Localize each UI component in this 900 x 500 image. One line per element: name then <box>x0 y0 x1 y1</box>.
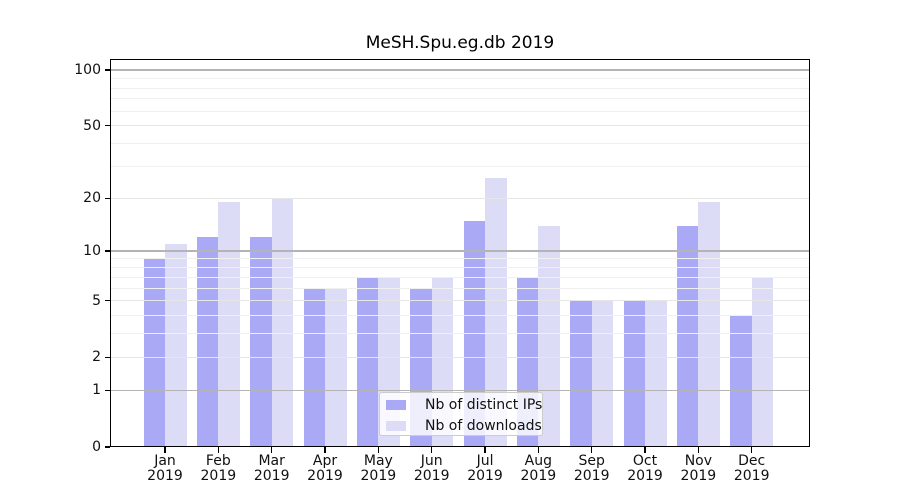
y-tick-label-5: 5 <box>92 292 101 309</box>
legend: Nb of distinct IPs Nb of downloads <box>379 392 543 436</box>
chart-title: MeSH.Spu.eg.db 2019 <box>365 33 555 53</box>
gridline-6 <box>111 287 809 289</box>
x-tick-sep <box>591 447 593 453</box>
x-tick-label-sep: Sep 2019 <box>573 452 610 484</box>
y-tick-20 <box>104 197 110 199</box>
bar-downloads-dec <box>751 277 774 447</box>
x-tick-label-feb: Feb 2019 <box>200 452 237 484</box>
bar-distinct-ips-apr <box>303 288 325 447</box>
gridline-30 <box>111 165 809 167</box>
x-tick-label-jun: Jun 2019 <box>413 452 450 484</box>
downloads-swatch-icon <box>386 421 406 431</box>
bar-downloads-oct <box>645 300 667 447</box>
gridline-50 <box>111 125 809 127</box>
legend-label: Nb of downloads <box>425 418 542 434</box>
bar-distinct-ips-may <box>356 277 379 447</box>
bar-distinct-ips-feb <box>196 237 219 447</box>
bar-distinct-ips-oct <box>623 300 646 447</box>
bar-downloads-aug <box>538 225 560 447</box>
gridline-70 <box>111 98 809 100</box>
gridline-9 <box>111 258 809 260</box>
x-tick-oct <box>644 447 646 453</box>
gridline-5 <box>111 300 809 302</box>
legend-label: Nb of distinct IPs <box>425 397 543 413</box>
y-tick-label-50: 50 <box>83 117 101 134</box>
x-tick-label-jul: Jul 2019 <box>467 452 503 484</box>
x-tick-label-nov: Nov 2019 <box>680 452 717 484</box>
y-tick-1 <box>104 389 110 392</box>
x-tick-label-may: May 2019 <box>360 452 397 484</box>
y-tick-5 <box>104 299 110 302</box>
gridline-40 <box>111 143 809 145</box>
y-tick-label-2: 2 <box>92 349 101 366</box>
bar-downloads-apr <box>325 288 347 447</box>
y-tick-10 <box>104 250 110 252</box>
bar-downloads-nov <box>698 202 720 447</box>
legend-row-distinct-ips: Nb of distinct IPs <box>380 395 542 415</box>
bar-distinct-ips-jan <box>143 258 165 447</box>
x-tick-nov <box>697 447 699 453</box>
x-tick-label-dec: Dec 2019 <box>733 452 770 484</box>
x-tick-jun <box>431 447 433 453</box>
bar-downloads-feb <box>218 202 240 447</box>
x-tick-label-apr: Apr 2019 <box>307 452 343 484</box>
gridline-60 <box>111 110 809 112</box>
gridline-3 <box>111 333 809 335</box>
x-tick-feb <box>217 447 219 453</box>
x-tick-jan <box>164 447 166 453</box>
distinct-ips-swatch-icon <box>386 400 406 410</box>
y-tick-label-1: 1 <box>92 382 101 399</box>
gridline-80 <box>111 87 809 89</box>
bar-downloads-sep <box>591 300 614 447</box>
x-tick-may <box>377 447 379 453</box>
bar-downloads-jan <box>165 244 187 447</box>
gridline-100 <box>111 69 809 71</box>
gridline-4 <box>111 315 809 317</box>
y-tick-50 <box>104 125 110 127</box>
bar-distinct-ips-sep <box>570 300 592 447</box>
y-tick-2 <box>104 356 110 358</box>
gridline-2 <box>111 356 809 358</box>
bar-distinct-ips-mar <box>250 237 272 447</box>
gridline-20 <box>111 197 809 199</box>
y-tick-label-100: 100 <box>74 62 101 78</box>
x-tick-apr <box>324 447 326 453</box>
y-tick-label-20: 20 <box>83 190 101 207</box>
x-tick-jul <box>484 447 486 453</box>
y-tick-100 <box>104 69 110 71</box>
x-tick-label-mar: Mar 2019 <box>253 452 290 484</box>
x-tick-mar <box>271 447 273 453</box>
x-tick-label-oct: Oct 2019 <box>627 452 663 484</box>
bar-distinct-ips-nov <box>676 225 699 447</box>
x-tick-label-jan: Jan 2019 <box>147 452 183 484</box>
y-tick-label-0: 0 <box>92 439 101 455</box>
x-tick-aug <box>537 447 539 453</box>
x-tick-label-aug: Aug 2019 <box>520 452 557 484</box>
gridline-7 <box>111 276 809 278</box>
bar-downloads-jul <box>485 177 507 447</box>
gridline-10 <box>111 250 809 252</box>
y-tick-0 <box>104 446 110 448</box>
gridline-8 <box>111 267 809 268</box>
gridline-1 <box>111 389 809 392</box>
legend-row-downloads: Nb of downloads <box>380 416 542 436</box>
bar-downloads-mar <box>271 198 294 447</box>
gridline-90 <box>111 78 809 80</box>
x-tick-dec <box>751 447 753 453</box>
y-tick-label-10: 10 <box>83 243 101 260</box>
bar-distinct-ips-dec <box>730 315 752 447</box>
